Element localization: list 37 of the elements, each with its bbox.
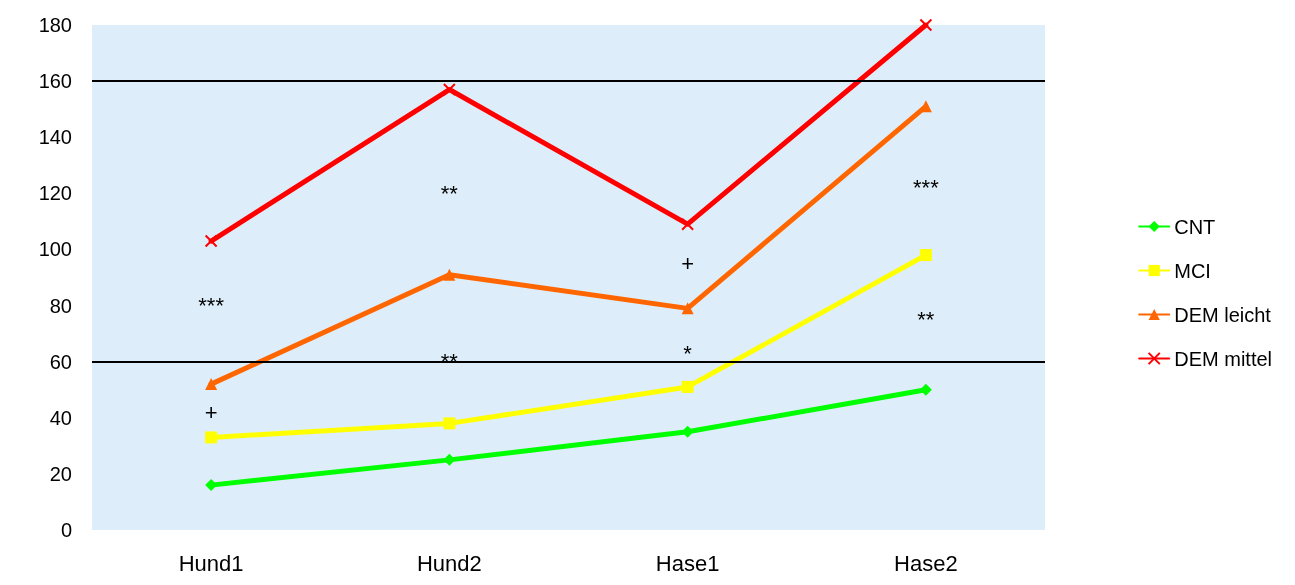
- y-tick-label: 180: [38, 14, 72, 36]
- point: [681, 380, 694, 393]
- y-tick-label: 80: [49, 294, 72, 317]
- point: [443, 268, 456, 281]
- y-tick-label: 40: [49, 406, 72, 429]
- y-tick-label: 60: [49, 350, 72, 373]
- point: [205, 378, 218, 391]
- point: [442, 83, 456, 97]
- point: [204, 234, 218, 248]
- annotation: ***: [913, 175, 940, 201]
- legend-label: DEM mittel: [1174, 347, 1273, 370]
- annotation: *: [683, 340, 693, 366]
- y-tick-label: 20: [49, 462, 72, 485]
- annotation: **: [440, 349, 459, 375]
- y-tick-label: 100: [38, 238, 72, 261]
- annotation: **: [440, 180, 459, 206]
- y-tick-label: 160: [38, 70, 72, 93]
- legend-label: MCI: [1174, 259, 1211, 282]
- x-tick-label: Hase2: [894, 550, 958, 576]
- annotation: +: [681, 250, 695, 276]
- legend-label: DEM leicht: [1174, 303, 1272, 326]
- annotation: **: [917, 306, 935, 332]
- y-tick-label: 0: [60, 519, 72, 541]
- x-tick-label: Hase1: [655, 550, 720, 576]
- legend-label: CNT: [1174, 215, 1216, 238]
- annotation: +: [204, 399, 218, 425]
- annotation: ***: [198, 292, 225, 318]
- point: [443, 417, 456, 430]
- x-tick-label: Hund2: [416, 550, 482, 576]
- point: [205, 431, 218, 444]
- point: [919, 18, 933, 32]
- y-tick-label: 140: [38, 126, 72, 149]
- y-tick-label: 120: [38, 182, 72, 205]
- point: [919, 249, 932, 262]
- point: [681, 217, 695, 231]
- point: [681, 302, 694, 315]
- x-tick-label: Hund1: [178, 550, 244, 576]
